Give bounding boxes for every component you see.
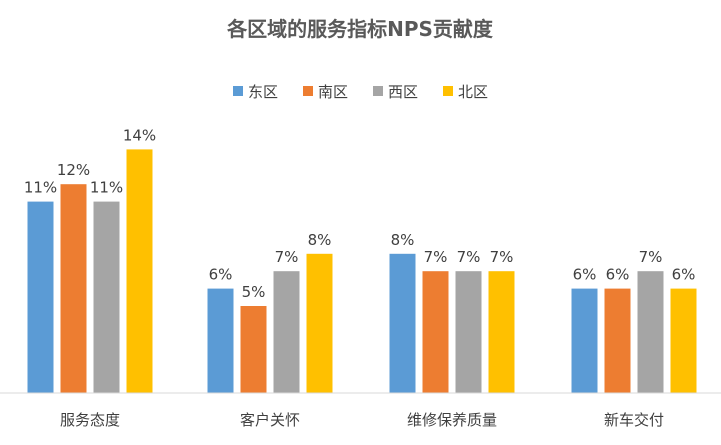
data-label-2-3: 7% [275,248,299,266]
bar-1-1 [27,201,54,393]
data-labels: 11%12%11% 14% 6% 5% 7% 8% 8% 7% 7% 7% 6% 6% 7% 6% [24,126,696,301]
data-label-3-4: 7% [490,248,514,266]
bar-1-2 [60,184,87,393]
data-label-1-3: 11% [90,179,123,197]
legend-label-2: 南区 [318,83,348,101]
chart-title: 各区域的服务指标NPS贡献度 [226,17,494,41]
category-labels: 服务态度 客户关怀 维修保养质量 新车交付 [60,411,664,429]
data-label-4-1: 6% [573,266,597,284]
legend-swatch-2 [303,86,313,96]
data-label-1-2: 12% [57,161,90,179]
category-label-3: 维修保养质量 [407,411,497,429]
legend-label-3: 西区 [388,83,418,101]
data-label-2-1: 6% [209,266,233,284]
bar-1-4 [126,149,153,393]
legend: 东区 南区 西区 北区 [233,83,488,101]
category-label-1: 服务态度 [60,411,120,429]
bar-1-3 [93,201,120,393]
data-label-2-4: 8% [308,231,332,249]
category-label-4: 新车交付 [604,411,664,429]
data-label-1-1: 11% [24,179,57,197]
data-label-3-1: 8% [391,231,415,249]
legend-label-4: 北区 [458,83,488,101]
data-label-4-2: 6% [606,266,630,284]
legend-swatch-3 [373,86,383,96]
bar-2-4 [306,253,333,393]
bar-3-2 [422,271,449,393]
bar-2-1 [207,288,234,393]
data-label-1-4: 14% [123,126,156,144]
bar-4-2 [604,288,631,393]
data-label-3-2: 7% [424,248,448,266]
data-label-4-4: 6% [672,266,696,284]
bar-4-1 [571,288,598,393]
bar-4-3 [637,271,664,393]
data-label-3-3: 7% [457,248,481,266]
bar-2-3 [273,271,300,393]
legend-swatch-4 [443,86,453,96]
bars [27,149,697,393]
category-label-2: 客户关怀 [240,411,300,429]
bar-3-3 [455,271,482,393]
legend-swatch-1 [233,86,243,96]
bar-4-4 [670,288,697,393]
legend-label-1: 东区 [248,83,278,101]
data-label-4-3: 7% [639,248,663,266]
data-label-2-2: 5% [242,283,266,301]
bar-3-4 [488,271,515,393]
bar-2-2 [240,306,267,393]
bar-3-1 [389,253,416,393]
